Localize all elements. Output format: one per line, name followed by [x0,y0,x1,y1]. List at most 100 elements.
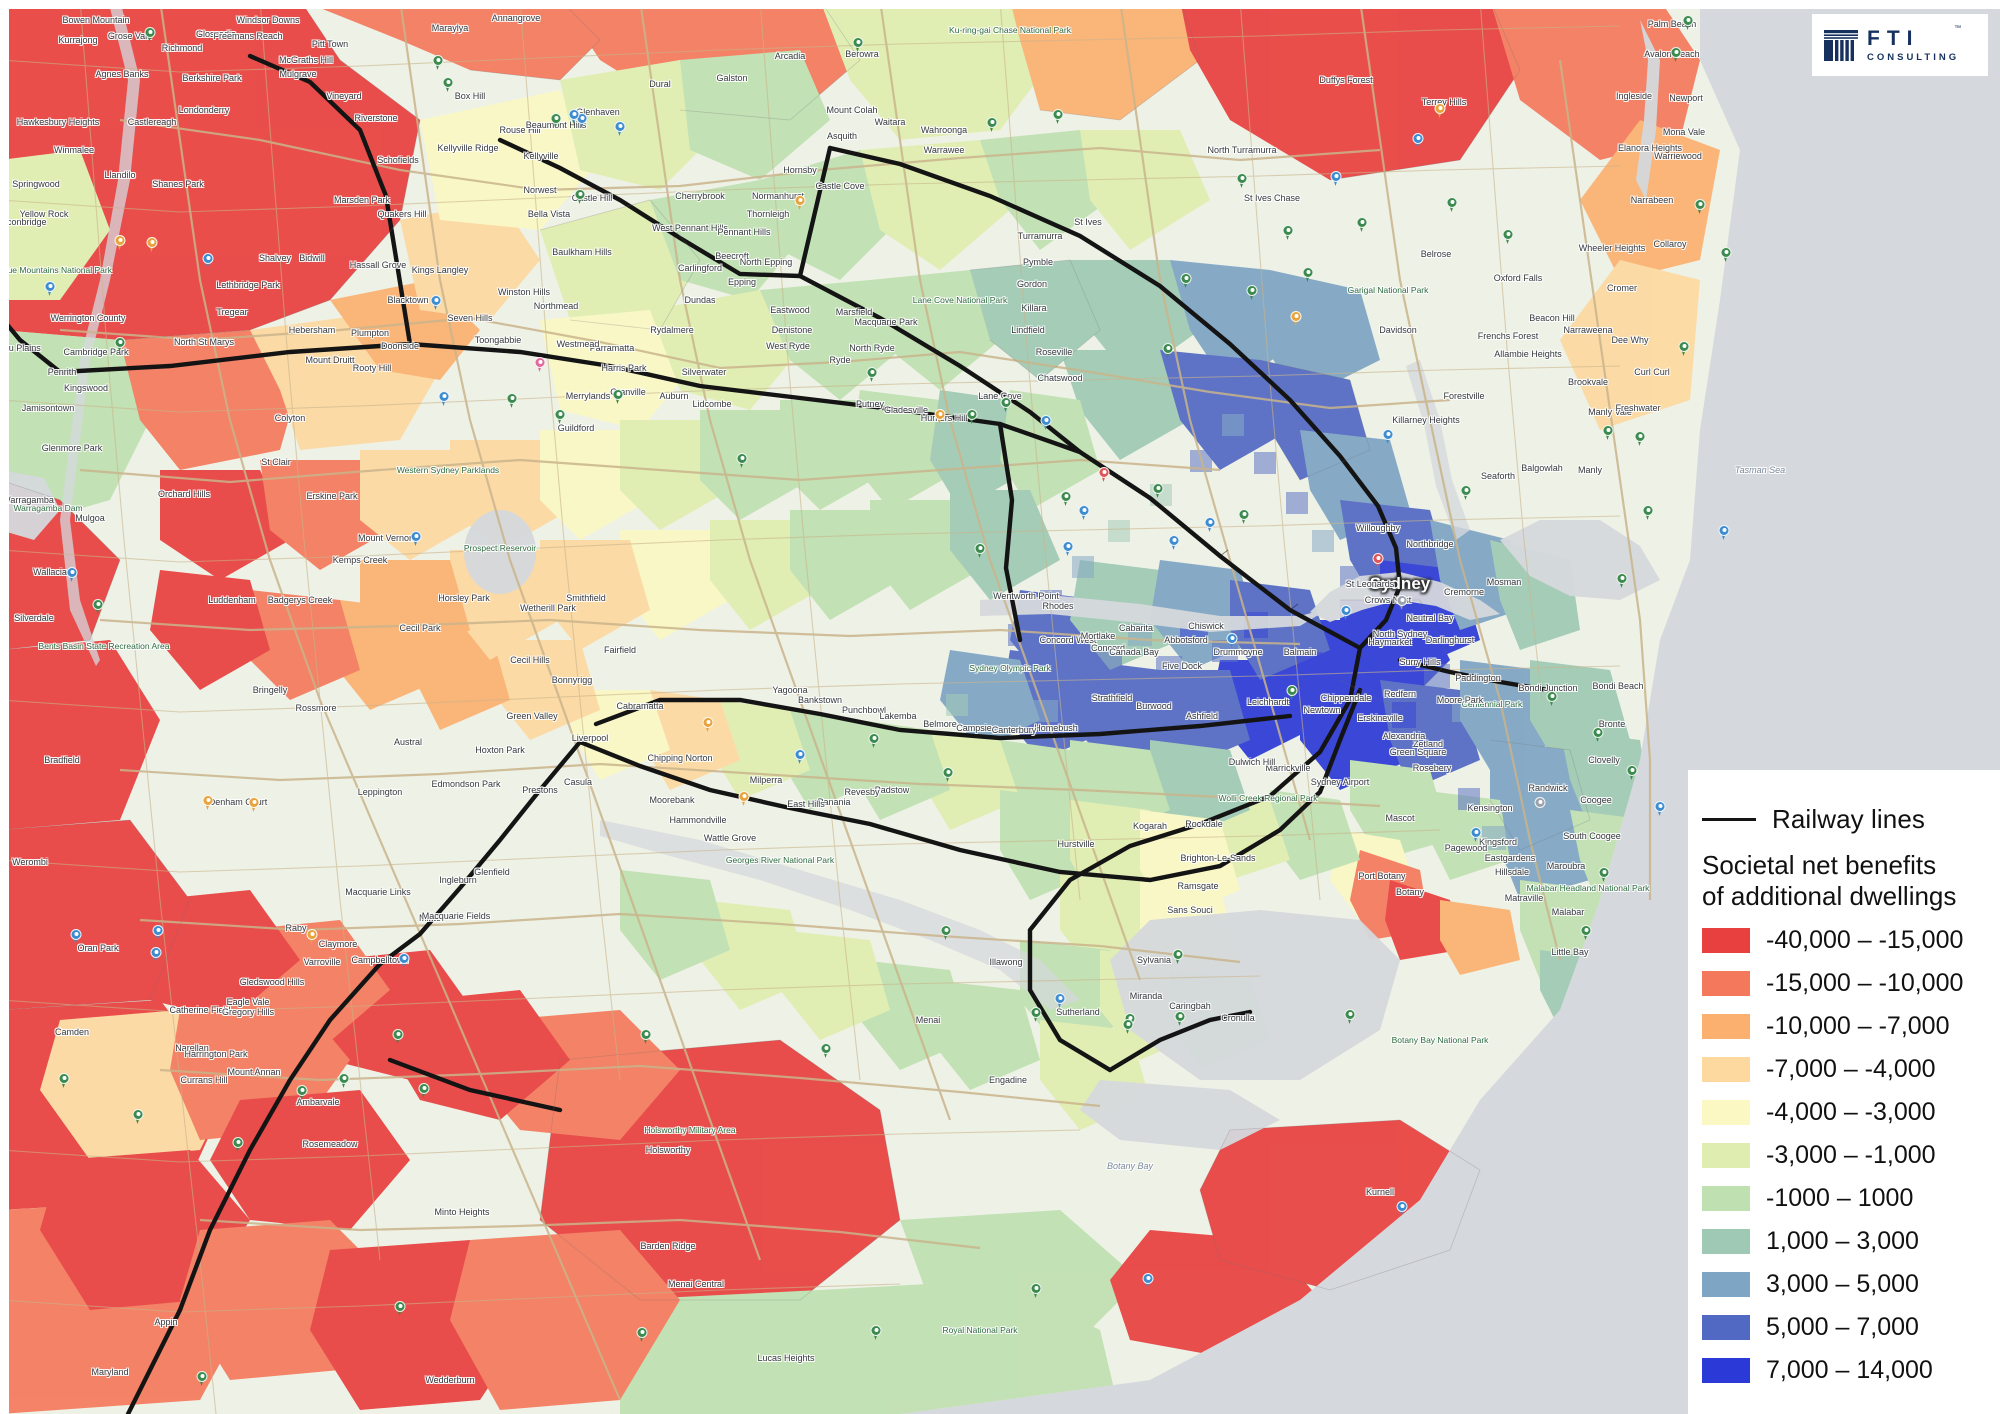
park-pin[interactable] [1174,1011,1186,1026]
transit-pin[interactable] [438,391,450,406]
park-pin[interactable] [736,453,748,468]
park-pin[interactable] [394,1301,406,1316]
transit-pin[interactable] [1226,633,1238,648]
park-pin[interactable] [640,1029,652,1044]
transit-pin[interactable] [70,929,82,944]
park-pin[interactable] [232,1137,244,1152]
transit-pin[interactable] [1470,827,1482,842]
shopping-pin[interactable] [248,797,260,812]
park-pin[interactable] [550,113,562,128]
park-pin[interactable] [1246,285,1258,300]
transit-pin[interactable] [1654,801,1666,816]
park-pin[interactable] [574,189,586,204]
transit-pin[interactable] [398,953,410,968]
transit-pin[interactable] [152,925,164,940]
park-pin[interactable] [58,1073,70,1088]
park-pin[interactable] [1682,15,1694,30]
park-pin[interactable] [144,27,156,42]
transit-pin[interactable] [1054,993,1066,1008]
park-pin[interactable] [114,337,126,352]
landmark-pin[interactable] [1396,595,1408,610]
shopping-pin[interactable] [702,717,714,732]
park-pin[interactable] [986,117,998,132]
park-pin[interactable] [1626,765,1638,780]
park-pin[interactable] [1236,173,1248,188]
shopping-pin[interactable] [934,409,946,424]
park-pin[interactable] [1052,109,1064,124]
shopping-pin[interactable] [1434,103,1446,118]
transit-pin[interactable] [1382,429,1394,444]
park-pin[interactable] [1634,431,1646,446]
park-pin[interactable] [432,55,444,70]
shopping-pin[interactable] [794,195,806,210]
transit-pin[interactable] [1204,517,1216,532]
park-pin[interactable] [942,767,954,782]
park-pin[interactable] [554,409,566,424]
transit-pin[interactable] [794,749,806,764]
transit-pin[interactable] [1078,505,1090,520]
park-pin[interactable] [418,1083,430,1098]
park-pin[interactable] [868,733,880,748]
park-pin[interactable] [870,1325,882,1340]
park-pin[interactable] [1460,485,1472,500]
park-pin[interactable] [974,543,986,558]
transit-pin[interactable] [410,531,422,546]
park-pin[interactable] [1162,343,1174,358]
park-pin[interactable] [1302,267,1314,282]
park-pin[interactable] [1502,229,1514,244]
shopping-pin[interactable] [738,791,750,806]
park-pin[interactable] [1356,217,1368,232]
park-pin[interactable] [338,1073,350,1088]
park-pin[interactable] [1122,1019,1134,1034]
park-pin[interactable] [1030,1007,1042,1022]
transit-pin[interactable] [1412,133,1424,148]
park-pin[interactable] [966,409,978,424]
park-pin[interactable] [1602,425,1614,440]
park-pin[interactable] [442,77,454,92]
transit-pin[interactable] [614,121,626,136]
park-pin[interactable] [506,393,518,408]
park-pin[interactable] [940,925,952,940]
transit-pin[interactable] [1396,1201,1408,1216]
park-pin[interactable] [612,389,624,404]
transit-pin[interactable] [150,947,162,962]
park-pin[interactable] [1446,197,1458,212]
shopping-pin[interactable] [1290,311,1302,326]
transit-pin[interactable] [66,567,78,582]
park-pin[interactable] [1172,949,1184,964]
park-pin[interactable] [132,1109,144,1124]
park-pin[interactable] [820,1043,832,1058]
park-pin[interactable] [1152,483,1164,498]
transit-pin[interactable] [1062,541,1074,556]
landmark-pin[interactable] [1534,797,1546,812]
park-pin[interactable] [1344,1009,1356,1024]
park-pin[interactable] [1282,225,1294,240]
hospital-pin[interactable] [1372,553,1384,568]
park-pin[interactable] [636,1327,648,1342]
park-pin[interactable] [196,1371,208,1386]
hospital-pin[interactable] [1098,467,1110,482]
park-pin[interactable] [1546,691,1558,706]
park-pin[interactable] [866,367,878,382]
park-pin[interactable] [392,1029,404,1044]
shopping-pin[interactable] [306,929,318,944]
shopping-pin[interactable] [202,795,214,810]
park-pin[interactable] [1000,397,1012,412]
transit-pin[interactable] [1040,415,1052,430]
park-pin[interactable] [1180,273,1192,288]
transit-pin[interactable] [44,281,56,296]
park-pin[interactable] [1694,199,1706,214]
park-pin[interactable] [1238,509,1250,524]
transit-pin[interactable] [1718,525,1730,540]
transit-pin[interactable] [1142,1273,1154,1288]
park-pin[interactable] [1580,925,1592,940]
park-pin[interactable] [1060,491,1072,506]
park-pin[interactable] [1592,727,1604,742]
transit-pin[interactable] [202,253,214,268]
park-pin[interactable] [1670,47,1682,62]
transit-pin[interactable] [430,295,442,310]
shopping-pin[interactable] [114,235,126,250]
park-pin[interactable] [1678,341,1690,356]
park-pin[interactable] [1598,867,1610,882]
